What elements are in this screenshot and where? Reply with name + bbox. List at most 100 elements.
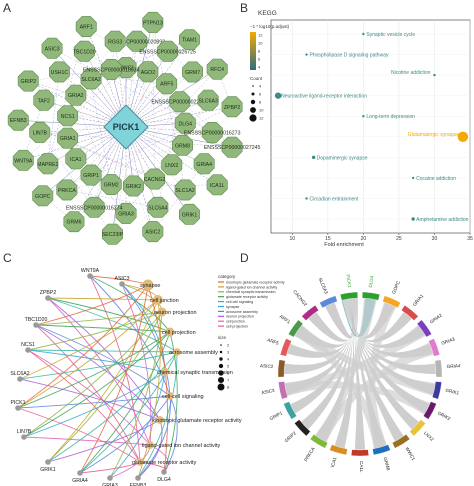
kegg-point[interactable] bbox=[411, 176, 415, 180]
network-node[interactable]: GRM8 bbox=[172, 134, 193, 156]
cnet-term-node[interactable]: cell-cell signaling bbox=[162, 392, 204, 400]
network-node[interactable]: SLC6A3 bbox=[197, 89, 219, 111]
network-node[interactable]: TBC1D20 bbox=[73, 40, 96, 62]
network-node[interactable]: WNT9A bbox=[12, 149, 34, 171]
chord-sector[interactable] bbox=[277, 359, 286, 378]
network-node[interactable]: ENSSSCP00000020892 bbox=[109, 30, 166, 52]
kegg-point[interactable] bbox=[305, 197, 308, 200]
network-node[interactable]: GRIK2 bbox=[123, 175, 144, 197]
network-node[interactable]: ARF1 bbox=[75, 16, 97, 38]
network-node[interactable]: ASIC3 bbox=[41, 37, 63, 59]
kegg-point[interactable] bbox=[433, 73, 436, 77]
chord-sector[interactable] bbox=[392, 434, 411, 449]
network-node[interactable]: GRM7 bbox=[182, 61, 203, 83]
cnet-gene-node[interactable]: GRIA4 bbox=[72, 470, 88, 484]
network-node[interactable]: GOPC bbox=[32, 185, 54, 207]
network-node[interactable]: ICA1 bbox=[65, 148, 87, 170]
network-node[interactable]: PRKCA bbox=[56, 179, 78, 201]
network-node[interactable]: GRIA1 bbox=[57, 127, 79, 149]
chord-sector[interactable] bbox=[372, 444, 391, 456]
chord-sector[interactable] bbox=[432, 381, 442, 400]
cnet-term-node[interactable]: chemical synaptic transmission bbox=[157, 367, 233, 377]
cnet-gene-node[interactable]: TBC1D20 bbox=[25, 317, 48, 328]
network-node[interactable]: ZPBP2 bbox=[221, 96, 243, 118]
cnet-gene-node[interactable]: ZPBP2 bbox=[40, 290, 57, 301]
kegg-point[interactable] bbox=[411, 217, 415, 221]
network-node[interactable]: GRIA3 bbox=[115, 202, 137, 224]
network-node[interactable]: NCS1 bbox=[57, 105, 79, 127]
chord-sector[interactable] bbox=[301, 305, 319, 321]
network-node[interactable]: DLG4 bbox=[174, 112, 196, 134]
chord-sector[interactable] bbox=[319, 295, 338, 309]
network-node[interactable]: GRIA2 bbox=[65, 84, 87, 106]
network-node[interactable]: TAF2 bbox=[33, 89, 55, 111]
network-node[interactable]: SLC6A2 bbox=[80, 68, 102, 90]
chord-sector[interactable] bbox=[329, 444, 348, 456]
network-node[interactable]: GRIK1 bbox=[179, 203, 200, 225]
network-node[interactable]: ENSSSCP00000016274 bbox=[66, 196, 123, 218]
cnet-gene-node[interactable]: LIN7B bbox=[17, 429, 32, 440]
cnet-term-node[interactable]: ligand-gated ion channel activity bbox=[142, 441, 221, 449]
cnet-term-node[interactable]: synapse bbox=[140, 279, 161, 291]
network-node[interactable]: GRM2 bbox=[100, 174, 122, 195]
network-node[interactable]: GRIP1 bbox=[80, 164, 102, 186]
network-node[interactable]: ASIC2 bbox=[142, 221, 164, 243]
chord-sector[interactable] bbox=[309, 434, 328, 449]
kegg-point[interactable] bbox=[311, 155, 316, 160]
cnet-term-node[interactable]: ionotropic glutamate receptor activity bbox=[152, 416, 242, 424]
cnet-gene-node[interactable]: ASIC3 bbox=[115, 276, 130, 287]
network-node[interactable]: SLC6A4 bbox=[147, 196, 169, 218]
cnet-gene-node[interactable]: GRIK1 bbox=[40, 459, 56, 473]
chord-sector[interactable] bbox=[434, 359, 443, 378]
cnet-gene-node[interactable]: NCS1 bbox=[21, 342, 35, 353]
kegg-point[interactable] bbox=[362, 115, 365, 118]
network-node[interactable]: EFNB3 bbox=[7, 109, 29, 131]
cnet-term-node[interactable]: glutamate receptor activity bbox=[132, 458, 196, 466]
network-node[interactable]: ENSSSCP00000022402 bbox=[151, 91, 208, 113]
network-node[interactable]: ARF5 bbox=[156, 73, 178, 95]
chord-sector[interactable] bbox=[382, 295, 401, 309]
chord-sector[interactable] bbox=[423, 401, 437, 420]
network-node[interactable]: RFC4 bbox=[206, 58, 228, 80]
network-node[interactable]: MAPRE2 bbox=[37, 153, 59, 175]
cnet-gene-node[interactable]: GRIA3 bbox=[102, 475, 118, 486]
network-node[interactable]: LIN7B bbox=[29, 122, 51, 143]
cnet-gene-node[interactable]: WNT9A bbox=[81, 268, 100, 279]
chord-sector[interactable] bbox=[280, 338, 292, 357]
cnet-gene-node[interactable]: DLG4 bbox=[157, 469, 171, 483]
chord-sector[interactable] bbox=[283, 401, 297, 420]
chord-sector[interactable] bbox=[294, 419, 311, 437]
kegg-point[interactable] bbox=[457, 131, 469, 142]
network-node[interactable]: ICA1L bbox=[206, 174, 228, 196]
network-node[interactable]: USH1C bbox=[48, 61, 70, 83]
network-node[interactable]: GRIP2 bbox=[17, 70, 39, 92]
kegg-point[interactable] bbox=[305, 53, 308, 56]
chord-sector[interactable] bbox=[288, 319, 304, 338]
network-node[interactable]: SEC23IP bbox=[102, 223, 124, 245]
network-node[interactable]: ENSSSCP00000027245 bbox=[204, 136, 261, 158]
cnet-gene-node[interactable]: SLC6A2 bbox=[10, 371, 30, 382]
chord-sector[interactable] bbox=[416, 319, 432, 338]
cnet-term-node[interactable]: neuron projection bbox=[154, 307, 197, 317]
network-node[interactable]: GRIA4 bbox=[193, 153, 215, 175]
cnet-gene-node[interactable]: EFNB3 bbox=[130, 475, 147, 486]
network-node[interactable]: LNX2 bbox=[161, 154, 183, 176]
chord-sector[interactable] bbox=[351, 449, 369, 457]
network-node[interactable]: AGO2 bbox=[137, 61, 159, 83]
chord-sector[interactable] bbox=[401, 305, 419, 321]
network-node[interactable]: SLC1A2 bbox=[174, 179, 196, 201]
network-node[interactable]: ENSSSCP00000016273 bbox=[184, 122, 241, 143]
chord-sector[interactable] bbox=[340, 291, 358, 301]
hub-node[interactable]: PICK1 bbox=[103, 104, 149, 150]
network-node[interactable]: PTPN13 bbox=[142, 11, 164, 33]
network-node[interactable]: CACNG2 bbox=[144, 168, 166, 190]
network-node[interactable]: TIAM1 bbox=[179, 29, 200, 51]
chord-sector[interactable] bbox=[362, 291, 380, 301]
network-node[interactable]: ENSSSCP00000026725 bbox=[139, 40, 196, 62]
network-node[interactable]: GRM6 bbox=[63, 211, 85, 233]
cnet-term-node[interactable]: cell projection bbox=[162, 327, 196, 337]
network-node[interactable]: ENSSSCP00000018534 bbox=[83, 58, 140, 80]
chord-sector[interactable] bbox=[278, 381, 288, 400]
cnet-term-node[interactable]: cell junction bbox=[150, 295, 179, 305]
cnet-gene-node[interactable]: PICK1 bbox=[11, 400, 26, 411]
